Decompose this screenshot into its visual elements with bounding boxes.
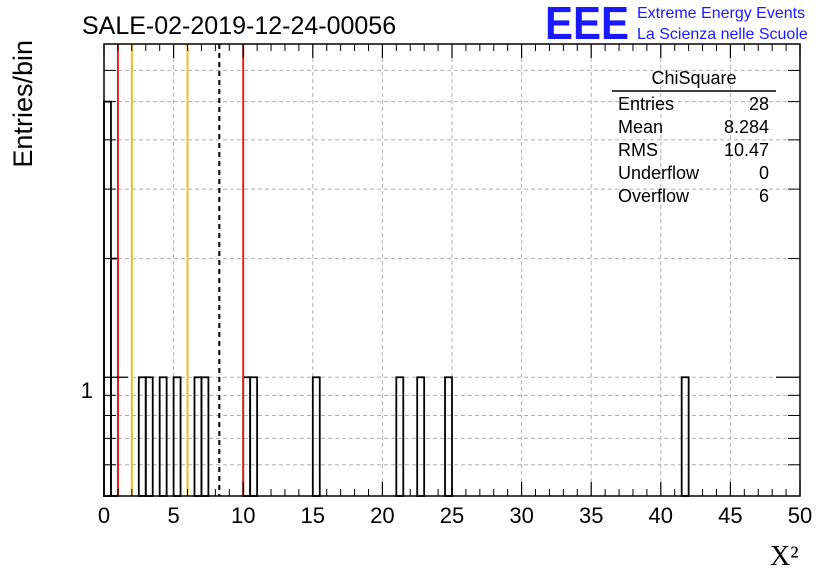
stats-value: 28 bbox=[749, 94, 769, 114]
x-tick-label: 15 bbox=[301, 503, 325, 528]
y-tick-label-1: 1 bbox=[81, 378, 93, 403]
stats-value: 6 bbox=[759, 186, 769, 206]
x-tick-label: 5 bbox=[167, 503, 179, 528]
y-axis-label: Entries/bin bbox=[8, 40, 38, 168]
plot-frame bbox=[103, 43, 801, 497]
x-tick-label: 45 bbox=[718, 503, 742, 528]
stats-label: RMS bbox=[618, 140, 658, 160]
stats-value: 10.47 bbox=[724, 140, 769, 160]
eee-logo-mark: EEE bbox=[545, 0, 629, 49]
x-axis-label: X² bbox=[770, 541, 799, 572]
stats-label: Overflow bbox=[618, 186, 690, 206]
axis-ticks bbox=[103, 44, 801, 496]
stats-title: ChiSquare bbox=[651, 68, 736, 88]
x-tick-label: 25 bbox=[440, 503, 464, 528]
stats-box: ChiSquare Entries 28 Mean 8.284 RMS 10.47 Unde… bbox=[612, 68, 776, 206]
reference-lines bbox=[116, 44, 245, 496]
stats-value: 8.284 bbox=[724, 117, 769, 137]
x-tick-label: 35 bbox=[579, 503, 603, 528]
logo-line-2: La Scienza nelle Scuole bbox=[637, 26, 808, 43]
stats-label: Mean bbox=[618, 117, 663, 137]
x-tick-label: 50 bbox=[788, 503, 812, 528]
x-tick-labels: 0 5 10 15 20 25 30 35 40 45 50 bbox=[98, 503, 812, 528]
x-tick-label: 0 bbox=[98, 503, 110, 528]
chart-title: SALE-02-2019-12-24-00056 bbox=[82, 12, 396, 40]
stats-label: Entries bbox=[618, 94, 674, 114]
eee-logo: EEE Extreme Energy Events La Scienza nel… bbox=[545, 0, 808, 49]
x-tick-label: 30 bbox=[509, 503, 533, 528]
logo-line-1: Extreme Energy Events bbox=[637, 5, 805, 22]
x-tick-label: 20 bbox=[370, 503, 394, 528]
x-tick-label: 10 bbox=[231, 503, 255, 528]
stats-rows: Entries 28 Mean 8.284 RMS 10.47 Underflow 0 Over… bbox=[618, 94, 769, 206]
x-tick-label: 40 bbox=[649, 503, 673, 528]
stats-value: 0 bbox=[759, 163, 769, 183]
stats-label: Underflow bbox=[618, 163, 700, 183]
